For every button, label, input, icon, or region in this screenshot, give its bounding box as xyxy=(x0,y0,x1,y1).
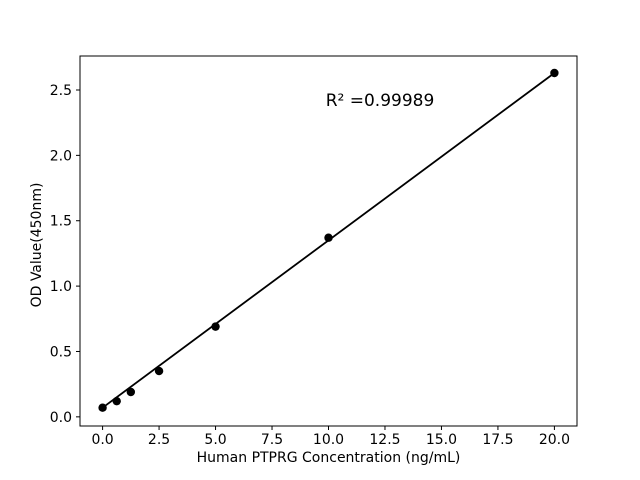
x-tick-label: 0.0 xyxy=(91,432,113,448)
x-tick-label: 7.5 xyxy=(261,432,283,448)
data-point xyxy=(154,366,164,376)
y-axis-label: OD Value(450nm) xyxy=(29,182,45,308)
x-tick-label: 15.0 xyxy=(426,432,457,448)
x-tick-label: 5.0 xyxy=(204,432,226,448)
data-point xyxy=(550,68,559,78)
y-tick-label: 1.5 xyxy=(50,214,72,230)
x-tick-label: 2.5 xyxy=(148,432,170,448)
data-point xyxy=(112,396,121,406)
x-tick-label: 20.0 xyxy=(539,432,570,448)
y-tick-label: 2.5 xyxy=(50,83,72,99)
data-point xyxy=(324,233,333,242)
x-tick-label: 10.0 xyxy=(313,432,344,448)
y-tick-label: 0.5 xyxy=(50,344,72,360)
y-tick-label: 0.0 xyxy=(50,410,72,426)
x-tick-label: 12.5 xyxy=(369,432,400,448)
x-axis-label: Human PTPRG Concentration (ng/mL) xyxy=(196,450,461,466)
x-tick-label: 17.5 xyxy=(482,432,513,448)
y-tick-label: 2.0 xyxy=(50,148,72,164)
data-point xyxy=(126,387,136,397)
y-tick-label: 1.0 xyxy=(50,279,72,295)
r-squared-annotation: R² =0.99989 xyxy=(325,91,435,111)
data-point xyxy=(98,403,107,412)
data-point xyxy=(211,322,220,331)
